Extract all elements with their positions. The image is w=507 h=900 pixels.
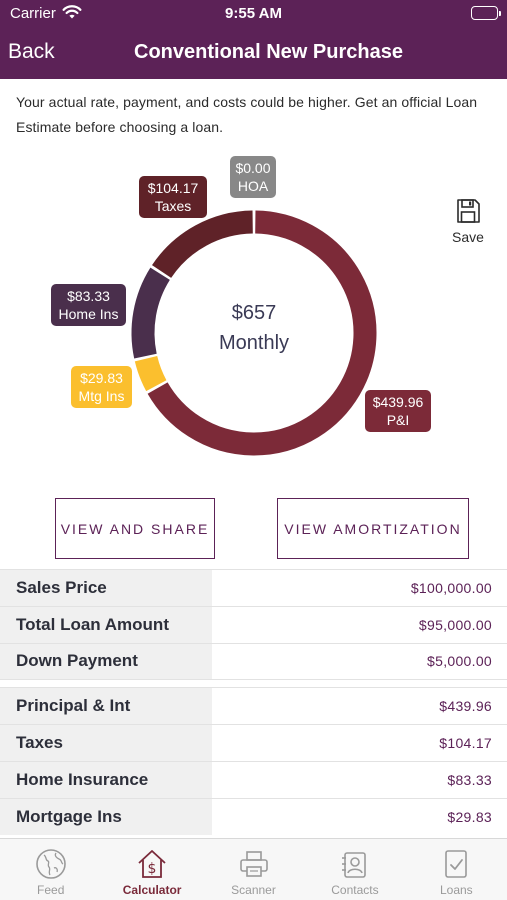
battery-icon	[471, 6, 501, 20]
chip-name: HOA	[237, 178, 269, 194]
row-label: Down Payment	[0, 643, 212, 680]
chip-mortgage-insurance: $29.83 Mtg Ins	[71, 366, 132, 408]
clock: 9:55 AM	[225, 5, 282, 22]
payment-donut-chart: $657 Monthly $439.96 P&I $29.83 Mtg Ins …	[0, 150, 507, 470]
tab-scanner[interactable]: Scanner	[203, 839, 304, 900]
row-label: Taxes	[0, 725, 212, 761]
table-row: Sales Price $100,000.00	[0, 569, 507, 606]
section-divider	[0, 679, 507, 687]
chip-value: $83.33	[67, 288, 110, 304]
row-value: $104.17	[439, 735, 492, 752]
row-label: Mortgage Ins	[0, 798, 212, 835]
page-title: Conventional New Purchase	[134, 41, 403, 63]
tab-label: Calculator	[122, 883, 182, 897]
tab-calculator[interactable]: $ Calculator	[101, 839, 202, 900]
donut-svg	[131, 210, 377, 456]
donut-slice-taxes	[152, 210, 254, 279]
row-value: $83.33	[447, 771, 492, 788]
contacts-icon	[341, 852, 366, 878]
table-row: Total Loan Amount $95,000.00	[0, 605, 507, 643]
tab-label: Contacts	[331, 883, 379, 897]
row-label: Home Insurance	[0, 761, 212, 798]
document-check-icon	[445, 850, 468, 878]
chip-name: Mtg Ins	[78, 388, 125, 404]
chip-name: P&I	[386, 412, 410, 428]
save-label: Save	[452, 229, 484, 245]
donut-slice-home-ins	[131, 267, 171, 359]
tab-label: Feed	[37, 883, 65, 897]
tab-label: Scanner	[231, 883, 276, 897]
chip-value: $439.96	[372, 394, 424, 410]
view-amortization-button[interactable]: VIEW AMORTIZATION	[277, 498, 469, 559]
table-row: Taxes $104.17	[0, 724, 507, 761]
chip-hoa: $0.00 HOA	[230, 156, 276, 198]
printer-icon	[239, 851, 268, 877]
navigation-bar: Back Conventional New Purchase	[0, 28, 507, 79]
back-button[interactable]: Back	[8, 40, 55, 63]
carrier-label: Carrier	[10, 5, 56, 22]
chip-value: $0.00	[235, 160, 271, 176]
donut-slice-mtg-ins	[134, 355, 167, 392]
disclaimer-text: Your actual rate, payment, and costs cou…	[16, 94, 478, 135]
row-label: Principal & Int	[0, 688, 212, 725]
view-and-share-button[interactable]: VIEW AND SHARE	[55, 498, 215, 559]
table-row: Down Payment $5,000.00	[0, 642, 507, 680]
donut-slice-p-i	[147, 210, 377, 456]
chip-name: Taxes	[154, 198, 192, 214]
chip-value: $104.17	[147, 180, 199, 196]
chip-name: Home Ins	[58, 306, 119, 322]
tab-bar: Feed $ Calculator Scanner Contacts	[0, 838, 507, 900]
row-value: $29.83	[447, 808, 492, 825]
tab-loans[interactable]: Loans	[406, 839, 507, 900]
chip-principal-interest: $439.96 P&I	[365, 390, 431, 432]
wifi-icon	[62, 4, 82, 24]
monthly-total: $657	[231, 302, 277, 324]
globe-icon	[35, 849, 66, 879]
row-value: $5,000.00	[427, 653, 492, 670]
row-value: $95,000.00	[418, 616, 492, 633]
table-row: Mortgage Ins $29.83	[0, 797, 507, 835]
table-row: Home Insurance $83.33	[0, 760, 507, 798]
save-button[interactable]: Save	[448, 198, 488, 245]
house-dollar-icon: $	[138, 850, 166, 878]
svg-text:$: $	[148, 861, 157, 877]
row-label: Total Loan Amount	[0, 606, 212, 643]
monthly-label: Monthly	[218, 332, 290, 354]
row-value: $100,000.00	[410, 579, 492, 596]
row-value: $439.96	[439, 698, 492, 715]
chip-taxes: $104.17 Taxes	[139, 176, 207, 218]
floppy-disk-icon	[457, 199, 480, 223]
tab-feed[interactable]: Feed	[0, 839, 101, 900]
status-bar: Carrier 9:55 AM	[0, 0, 507, 28]
row-label: Sales Price	[0, 570, 212, 606]
tab-contacts[interactable]: Contacts	[304, 839, 405, 900]
loan-summary: Sales Price $100,000.00 Total Loan Amoun…	[0, 569, 507, 835]
tab-label: Loans	[439, 883, 473, 897]
table-row: Principal & Int $439.96	[0, 687, 507, 725]
chip-value: $29.83	[80, 370, 123, 386]
chip-home-insurance: $83.33 Home Ins	[51, 284, 126, 326]
